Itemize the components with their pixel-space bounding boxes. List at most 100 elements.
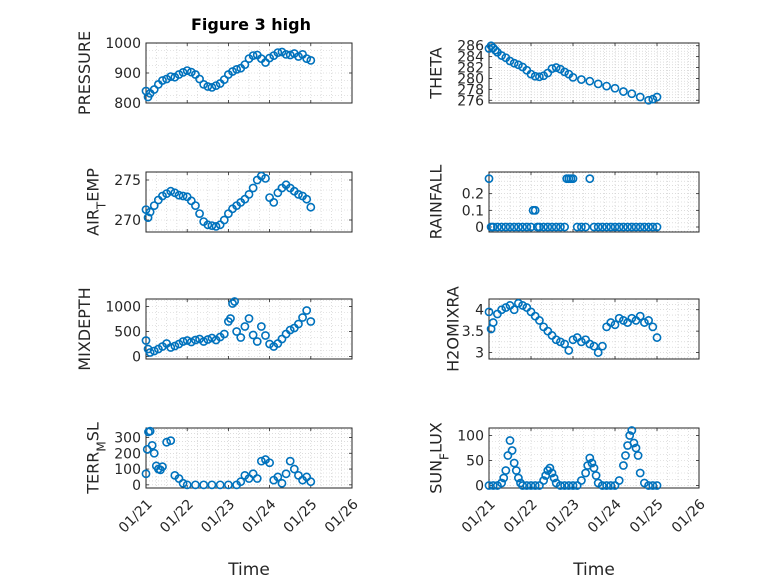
data-point [509,305,519,315]
data-point [539,222,548,232]
y-tick-label: 0 [132,350,141,366]
data-point [522,481,532,490]
data-point [248,330,258,340]
data-point [509,58,519,68]
data-point [627,426,637,435]
data-point [505,222,515,232]
data-point [547,222,557,232]
axis-border-rainfall [488,171,700,233]
axis-border-theta [488,42,700,104]
axis-border-h2omixra [488,298,700,360]
data-point [644,222,653,232]
data-point [539,476,548,485]
y-tick-label: 300 [114,430,141,446]
data-point [629,438,639,448]
data-point [499,473,509,483]
data-point [581,222,590,232]
data-point [577,476,586,485]
data-point [170,341,180,351]
data-point [631,222,641,232]
data-point [652,333,662,342]
data-point [585,174,595,184]
data-point [514,473,523,483]
data-point [236,333,246,342]
data-point [490,45,500,55]
data-point [625,431,635,440]
data-point [610,320,620,330]
data-point [215,480,225,490]
subplot-air-temp: 270 275 AIRTEMP [84,168,353,236]
data-point [572,222,582,232]
axis-border-air-temp [145,171,353,233]
data-point [207,480,217,490]
data-point [556,337,565,347]
data-point [593,348,603,357]
data-point [507,446,517,455]
data-point [256,456,266,466]
y-tick-label: 280 [457,71,484,87]
data-point [505,56,515,66]
data-point [501,222,511,232]
data-point [191,201,200,210]
data-point [289,464,299,474]
x-tick-label: 01/21 [116,496,156,536]
data-point [526,481,536,490]
data-point [648,322,658,332]
data-point [302,306,312,315]
data-point [635,311,645,321]
data-point [522,222,532,232]
data-point [514,298,523,308]
data-point [273,48,283,57]
y-tick-label: 500 [114,325,141,341]
subplot-mixdepth: 0 500 1000 MIXDEPTH [75,287,353,371]
data-point [219,329,229,339]
data-point [277,478,287,488]
data-point [306,317,316,326]
data-point [518,222,527,232]
y-tick-label: 1000 [105,36,141,52]
data-point [640,222,649,232]
data-point [166,343,176,352]
figure-title: Figure 3 high [191,15,311,34]
y-axis-label: MIXDEPTH [75,287,94,370]
data-point [265,458,274,468]
y-tick-label: 3.5 [462,324,484,340]
data-point [488,481,498,490]
data-point [141,469,151,479]
data-point [484,174,494,184]
y-tick-label: 0 [475,479,484,495]
data-point [635,92,645,102]
data-point [281,50,291,59]
data-point [623,222,632,232]
data-point [211,221,221,231]
data-point [203,82,213,91]
y-tick-label: 200 [114,446,141,462]
data-point [281,469,291,479]
data-point [261,331,270,340]
data-point [302,54,312,63]
y-tick-label: 3 [475,346,484,362]
data-point [564,346,574,355]
data-point [598,222,607,232]
data-point [652,222,662,232]
data-point [484,481,494,490]
data-point [648,481,658,490]
data-point [141,336,151,345]
data-point [526,69,536,79]
data-point [560,339,569,349]
data-point [572,481,582,490]
data-point [158,462,167,472]
y-tick-label: 50 [466,454,484,470]
data-point [252,337,262,346]
data-point [195,74,204,84]
data-point [143,213,153,222]
data-point [166,186,176,196]
data-point [621,451,630,460]
data-point [294,189,303,199]
data-point [191,480,200,490]
y-axis-label: TERRMSL [84,422,109,495]
data-point [518,481,527,490]
data-point [501,303,511,312]
data-point [178,191,188,201]
